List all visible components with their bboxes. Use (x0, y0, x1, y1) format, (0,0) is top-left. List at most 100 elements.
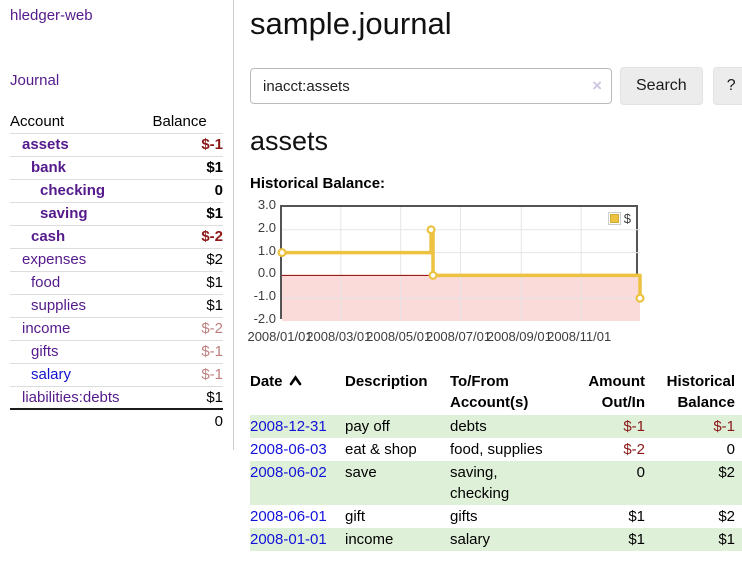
transaction-date-link[interactable]: 2008-01-01 (250, 531, 327, 548)
account-link-liabilities-debts[interactable]: liabilities:debts (22, 388, 120, 406)
account-balance: $-1 (152, 362, 223, 386)
account-link-assets[interactable]: assets (22, 136, 69, 153)
sidebar: hledger-web Journal Account Balance asse… (0, 0, 234, 450)
register-row: 2008-06-03 eat & shop food, supplies $-2 0 (250, 438, 742, 461)
register-cell-accounts: saving, checking (450, 464, 510, 502)
account-balance: $1 (152, 201, 223, 225)
x-axis-tick-label: 2008/05/01 (366, 329, 432, 344)
accounts-header-row: Account Balance (10, 110, 223, 133)
register-header-date[interactable]: Date (250, 369, 345, 415)
register-cell-accounts: debts (450, 418, 487, 435)
account-balance: $1 (152, 293, 223, 317)
legend-swatch-icon (607, 212, 621, 225)
account-balance: $1 (152, 385, 223, 409)
register-cell-balance: $2 (718, 464, 735, 481)
y-axis-tick-label: -2.0 (253, 311, 276, 326)
register-header-accounts: To/From Account(s) (450, 373, 529, 411)
page-title: sample.journal (250, 6, 452, 41)
y-axis-tick-label: 0.0 (257, 265, 276, 281)
chart-title: Historical Balance: (250, 175, 386, 192)
account-link-expenses[interactable]: expenses (22, 251, 87, 268)
register-cell-balance: $2 (718, 508, 735, 525)
account-link-checking[interactable]: checking (40, 182, 106, 199)
register-cell-date: 2008-06-03 (250, 438, 345, 461)
search-bar: × Search ? (250, 67, 742, 105)
register-cell-amount: $-1 (623, 418, 645, 435)
register-cell-date: 2008-01-01 (250, 528, 345, 551)
x-axis-tick-label: 2008/03/01 (306, 329, 372, 344)
account-balance: $-1 (152, 339, 223, 363)
register-cell-accounts: salary (450, 531, 491, 548)
register-cell-description: gift (345, 508, 366, 525)
account-row: food $1 (10, 270, 223, 294)
search-box: × (250, 68, 612, 104)
register-row: 2008-06-02 save saving, checking 0 $2 (250, 461, 742, 505)
accounts-header-account: Account (10, 112, 65, 130)
account-link-supplies[interactable]: supplies (31, 297, 87, 314)
sidebar-item-journal[interactable]: Journal (10, 72, 60, 89)
account-row: bank $1 (10, 155, 223, 179)
accounts-total-row: 0 (10, 408, 223, 432)
transaction-date-link[interactable]: 2008-06-01 (250, 508, 327, 525)
transaction-date-link[interactable]: 2008-06-03 (250, 441, 327, 458)
account-row: assets $-1 (10, 132, 223, 156)
account-balance: $1 (152, 270, 223, 294)
register-cell-date: 2008-06-01 (250, 505, 345, 528)
x-axis-tick-label: 2008/11/01 (547, 329, 612, 344)
account-row: liabilities:debts $1 (10, 385, 223, 409)
account-row: salary $-1 (10, 362, 223, 386)
app-title: hledger-web (10, 7, 93, 24)
account-heading: assets (250, 126, 329, 156)
account-row: cash $-2 (10, 224, 223, 248)
register-header-amount: Amount Out/In (588, 373, 645, 411)
register-cell-amount: $1 (628, 508, 645, 525)
register-cell-date: 2008-06-02 (250, 461, 345, 505)
register-cell-accounts: food, supplies (450, 441, 543, 458)
register-header-balance: Historical Balance (666, 373, 735, 411)
chart-plot-area: $ (277, 205, 645, 321)
y-axis-tick-label: 3.0 (257, 197, 276, 212)
account-link-saving[interactable]: saving (40, 205, 88, 222)
register-row: 2008-01-01 income salary $1 $1 (250, 528, 742, 551)
register-cell-description: pay off (345, 418, 390, 435)
register-row: 2008-12-31 pay off debts $-1 $-1 (250, 415, 742, 438)
account-link-salary[interactable]: salary (31, 366, 72, 383)
account-balance: $-1 (152, 132, 223, 156)
chart-canvas (277, 207, 645, 321)
account-balance: 0 (152, 178, 223, 202)
account-row: expenses $2 (10, 247, 223, 271)
account-balance: $1 (152, 155, 223, 179)
account-link-income[interactable]: income (22, 320, 71, 337)
register-cell-balance: 0 (726, 441, 735, 458)
transaction-date-link[interactable]: 2008-06-02 (250, 464, 327, 481)
y-axis-tick-label: 1.0 (257, 242, 276, 258)
account-row: saving $1 (10, 201, 223, 225)
x-axis-tick-label: 2008/09/01 (486, 329, 552, 344)
account-link-cash[interactable]: cash (31, 228, 66, 245)
register-cell-description: save (345, 464, 377, 481)
register-header-row: Date Description To/From Account(s) Amou… (250, 369, 742, 415)
account-link-gifts[interactable]: gifts (31, 343, 59, 360)
main-content: sample.journal × Search ? assets Histori… (247, 0, 742, 551)
account-row: checking 0 (10, 178, 223, 202)
sort-asc-icon (289, 375, 301, 386)
account-link-bank[interactable]: bank (31, 159, 67, 176)
register-cell-description: income (345, 531, 394, 548)
search-help-button[interactable]: ? (712, 67, 742, 105)
register-cell-date: 2008-12-31 (250, 415, 345, 438)
register-cell-amount: 0 (636, 464, 645, 481)
account-row: supplies $1 (10, 293, 223, 317)
register-row: 2008-06-01 gift gifts $1 $2 (250, 505, 742, 528)
clear-search-icon[interactable]: × (592, 76, 602, 95)
transaction-date-link[interactable]: 2008-12-31 (250, 418, 327, 435)
account-link-food[interactable]: food (31, 274, 61, 291)
search-input[interactable] (250, 68, 612, 104)
register-cell-balance: $-1 (713, 418, 735, 435)
historical-balance-chart: $ 3.0 2.0 1.0 0.0 -1.0 -2.0 2008/01/01 2008/03/… (247, 198, 742, 344)
account-row: gifts $-1 (10, 339, 223, 363)
account-balance: $2 (152, 247, 223, 271)
search-button[interactable]: Search (620, 67, 703, 105)
register-header-description: Description (345, 373, 428, 390)
y-axis-tick-label: -1.0 (253, 288, 276, 304)
accounts-table: Account Balance assets $-1 bank $1 checking 0… (10, 110, 223, 432)
